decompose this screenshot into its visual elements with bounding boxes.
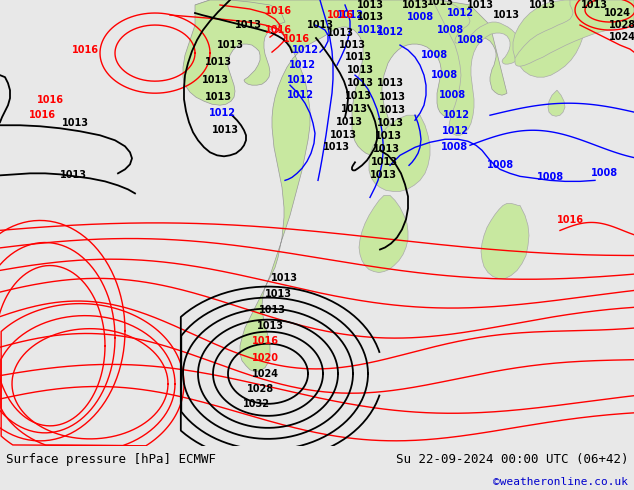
Text: 1016: 1016 [283, 34, 309, 44]
Text: 1013: 1013 [327, 28, 354, 38]
Text: 1013: 1013 [60, 171, 86, 180]
Text: 1012: 1012 [441, 126, 469, 136]
Text: 1013: 1013 [378, 105, 406, 115]
Text: 1013: 1013 [212, 125, 238, 135]
Text: 1016: 1016 [264, 25, 292, 35]
Text: 1013: 1013 [377, 78, 403, 88]
Polygon shape [195, 0, 507, 372]
Text: 1008: 1008 [536, 172, 564, 182]
Polygon shape [515, 0, 634, 66]
Text: 1016: 1016 [29, 110, 56, 120]
Text: 1013: 1013 [257, 320, 283, 331]
Text: 1013: 1013 [356, 12, 384, 22]
Text: 1013: 1013 [467, 0, 493, 10]
Text: 1012: 1012 [356, 25, 384, 35]
Text: 1012: 1012 [287, 75, 313, 85]
Text: 1008: 1008 [441, 142, 469, 152]
Text: 1012: 1012 [288, 60, 316, 70]
Text: 1024: 1024 [252, 369, 278, 379]
Text: 1013: 1013 [344, 91, 372, 101]
Text: Su 22-09-2024 00:00 UTC (06+42): Su 22-09-2024 00:00 UTC (06+42) [396, 453, 628, 466]
Text: 1020: 1020 [252, 353, 278, 363]
Text: 1016: 1016 [264, 6, 292, 16]
Text: 1013: 1013 [493, 10, 519, 20]
Text: 1013: 1013 [370, 171, 396, 180]
Text: 1013: 1013 [581, 0, 607, 10]
Text: 1012: 1012 [337, 10, 363, 20]
Text: 1028: 1028 [609, 20, 634, 30]
Text: 1016: 1016 [37, 95, 63, 105]
Polygon shape [359, 196, 408, 272]
Text: 1013: 1013 [306, 20, 333, 30]
Polygon shape [369, 115, 430, 192]
Text: 1008: 1008 [456, 35, 484, 45]
Text: 1008: 1008 [432, 70, 458, 80]
Text: 1016: 1016 [72, 45, 98, 55]
Text: 1013: 1013 [373, 144, 399, 154]
Text: 1012: 1012 [446, 8, 474, 18]
Text: 1008: 1008 [439, 90, 465, 100]
Text: 1008: 1008 [592, 169, 619, 178]
Text: 1016: 1016 [327, 10, 354, 20]
Text: 1008: 1008 [486, 160, 514, 171]
Text: 1028: 1028 [247, 384, 273, 394]
Text: 1013: 1013 [340, 104, 368, 114]
Text: 1013: 1013 [356, 0, 384, 10]
Text: 1012: 1012 [443, 110, 470, 120]
Text: 1013: 1013 [216, 40, 243, 50]
Text: 1013: 1013 [271, 272, 297, 283]
Polygon shape [548, 90, 565, 116]
Text: 1012: 1012 [209, 108, 235, 118]
Text: 1008: 1008 [406, 12, 434, 22]
Text: 1013: 1013 [205, 57, 231, 67]
Polygon shape [481, 203, 529, 278]
Text: 1013: 1013 [205, 92, 231, 102]
Text: 1016: 1016 [252, 336, 278, 345]
Polygon shape [183, 0, 285, 105]
Text: 1012: 1012 [287, 90, 313, 100]
Text: 1016: 1016 [557, 216, 583, 225]
Text: Surface pressure [hPa] ECMWF: Surface pressure [hPa] ECMWF [6, 453, 216, 466]
Text: 1008: 1008 [436, 25, 463, 35]
Text: 1008: 1008 [422, 50, 449, 60]
Text: 1013: 1013 [335, 117, 363, 127]
Text: 1013: 1013 [401, 0, 429, 10]
Text: 1013: 1013 [347, 65, 373, 75]
Text: 1024: 1024 [609, 32, 634, 42]
Text: 1013: 1013 [375, 131, 401, 141]
Text: 1013: 1013 [259, 305, 285, 315]
Text: 1013: 1013 [339, 40, 365, 50]
Text: 1013: 1013 [323, 142, 349, 152]
Text: 1013: 1013 [264, 289, 292, 298]
Polygon shape [430, 0, 522, 135]
Text: 1012: 1012 [377, 27, 403, 37]
Text: 1013: 1013 [347, 78, 373, 88]
Polygon shape [513, 0, 584, 77]
Text: 1013: 1013 [427, 0, 453, 7]
Text: 1013: 1013 [370, 157, 398, 167]
Text: 1013: 1013 [202, 75, 228, 85]
Text: 1012: 1012 [292, 45, 318, 55]
Text: 1013: 1013 [61, 118, 89, 128]
Text: 1024: 1024 [604, 8, 630, 18]
Text: 1032: 1032 [242, 399, 269, 409]
Text: 1013: 1013 [344, 52, 372, 62]
Text: 1013: 1013 [330, 130, 356, 140]
Text: 1013: 1013 [235, 20, 261, 30]
Text: 1013: 1013 [377, 118, 403, 128]
Text: 1013: 1013 [529, 0, 555, 10]
Text: 1013: 1013 [378, 92, 406, 102]
Text: ©weatheronline.co.uk: ©weatheronline.co.uk [493, 477, 628, 487]
